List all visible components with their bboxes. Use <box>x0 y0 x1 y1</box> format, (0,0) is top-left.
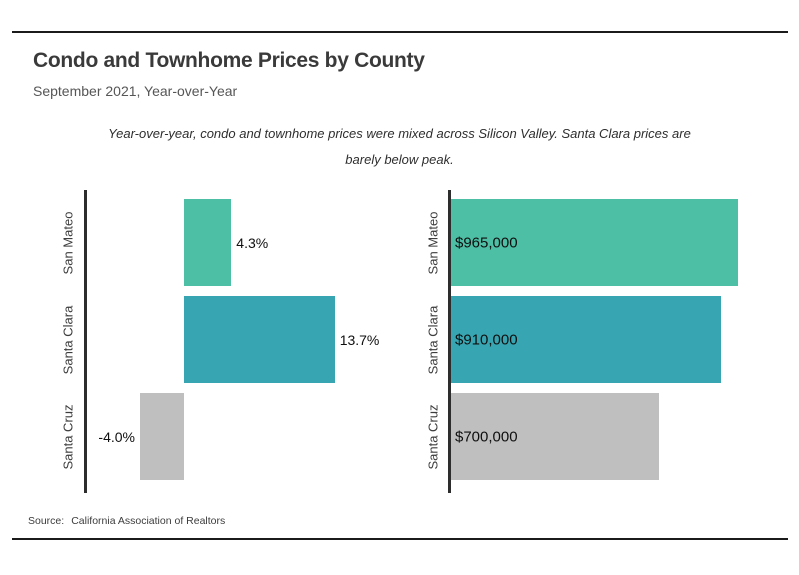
yoy-y-axis-line <box>84 190 87 493</box>
bar-san-mateo <box>451 199 738 286</box>
page-subtitle: September 2021, Year-over-Year <box>33 83 238 99</box>
bar-san-mateo <box>184 199 232 286</box>
chart-note-line2: barely below peak. <box>345 152 454 167</box>
bar-santa-cruz <box>451 393 659 480</box>
category-label-santa-clara: Santa Clara <box>425 305 441 374</box>
yoy-bar-chart: San Mateo 4.3% Santa Clara 13.7% Santa Cruz -… <box>0 190 400 493</box>
price-bar-chart: San Mateo $965,000 Santa Clara $910,000 Sant… <box>400 190 799 493</box>
value-label-santa-cruz: $700,000 <box>455 428 518 445</box>
category-label-san-mateo: San Mateo <box>425 211 441 274</box>
value-label-san-mateo: 4.3% <box>236 234 269 251</box>
category-label-santa-cruz: Santa Cruz <box>425 403 441 470</box>
price-y-axis-line <box>448 190 451 493</box>
value-label-santa-clara: $910,000 <box>455 331 518 348</box>
chart-note-line1: Year-over-year, condo and townhome price… <box>108 126 691 141</box>
page-title: Condo and Townhome Prices by County <box>33 49 425 72</box>
source-credit: Source: California Association of Realtor… <box>28 515 225 527</box>
value-label-santa-cruz: -4.0% <box>98 428 135 445</box>
bar-santa-clara <box>184 296 335 383</box>
bottom-rule <box>12 538 788 540</box>
chart-note: Year-over-year, condo and townhome price… <box>40 121 759 173</box>
category-label-santa-clara: Santa Clara <box>60 305 76 374</box>
category-label-santa-cruz: Santa Cruz <box>60 403 76 470</box>
value-label-san-mateo: $965,000 <box>455 234 518 251</box>
source-label: Source: <box>28 515 65 527</box>
top-rule <box>12 31 788 33</box>
source-text: California Association of Realtors <box>71 515 226 527</box>
bar-santa-clara <box>451 296 722 383</box>
bar-santa-cruz <box>140 393 184 480</box>
category-label-san-mateo: San Mateo <box>60 211 76 274</box>
value-label-santa-clara: 13.7% <box>339 331 380 348</box>
